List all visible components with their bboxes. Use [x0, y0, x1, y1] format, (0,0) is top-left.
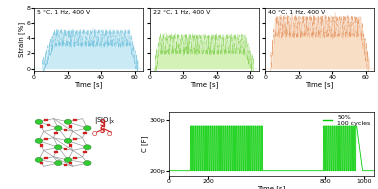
Circle shape [64, 119, 72, 124]
Bar [83, 132, 87, 134]
Text: O: O [91, 131, 97, 137]
Circle shape [35, 119, 43, 124]
Bar [40, 125, 43, 128]
Bar [73, 138, 77, 140]
Bar [44, 119, 48, 121]
Bar [64, 129, 67, 131]
X-axis label: Time [s]: Time [s] [74, 81, 103, 88]
Circle shape [84, 161, 91, 166]
Y-axis label: C [F]: C [F] [141, 136, 148, 152]
Circle shape [54, 145, 62, 150]
Y-axis label: Strain [%]: Strain [%] [19, 22, 25, 57]
Bar [69, 144, 72, 147]
Bar [54, 151, 57, 153]
Text: 40 °C, 1 Hz, 400 V: 40 °C, 1 Hz, 400 V [268, 9, 326, 15]
Bar [64, 163, 67, 166]
Bar [64, 148, 67, 150]
X-axis label: Time [s]: Time [s] [305, 81, 334, 88]
Bar [40, 144, 43, 147]
Circle shape [54, 161, 62, 166]
Bar [40, 162, 43, 164]
X-axis label: Time [s]: Time [s] [190, 81, 218, 88]
Legend: 50%
100 cycles: 50% 100 cycles [322, 114, 371, 126]
Bar [44, 157, 48, 160]
Circle shape [35, 139, 43, 143]
Text: 5 °C, 1 Hz, 400 V: 5 °C, 1 Hz, 400 V [37, 9, 91, 15]
Circle shape [35, 157, 43, 162]
Bar [83, 151, 87, 153]
Bar [69, 125, 72, 128]
Circle shape [64, 139, 72, 143]
Text: $\mathsf{|SiO|_x}$: $\mathsf{|SiO|_x}$ [94, 115, 116, 126]
Bar [69, 162, 72, 164]
Text: O: O [107, 131, 112, 137]
Circle shape [64, 157, 72, 162]
Circle shape [84, 145, 91, 150]
Bar [54, 132, 57, 134]
Bar [44, 138, 48, 140]
Text: 22 °C, 1 Hz, 400 V: 22 °C, 1 Hz, 400 V [153, 9, 210, 15]
Bar [73, 119, 77, 121]
Circle shape [54, 126, 62, 131]
Bar [73, 157, 77, 160]
Text: S: S [99, 126, 105, 135]
Bar [47, 124, 50, 126]
Circle shape [84, 126, 91, 131]
X-axis label: Time [s]: Time [s] [257, 186, 286, 189]
Text: S: S [99, 119, 105, 128]
